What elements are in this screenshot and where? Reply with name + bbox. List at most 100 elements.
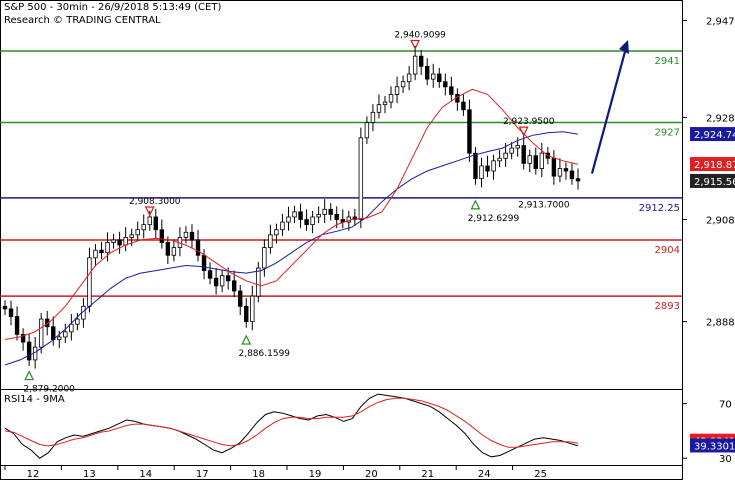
chart-header: S&P 500 - 30min - 26/9/2018 5:13:49 (CET… [4,1,221,27]
candle-body [256,267,261,297]
candle-body [2,305,8,310]
candle-body [575,178,581,182]
candle-body [189,231,195,241]
price-tag-ma-fast [690,157,735,172]
candle-body [503,152,508,159]
candle-body [69,323,74,333]
candle-body [388,94,394,103]
rsi-signal-line [4,397,579,448]
candle-body [467,109,472,154]
annotation-low-2: 2,886.1599 [238,349,290,359]
level-label-resistance-1: 2927 [655,128,680,139]
price-tag-label-ma-fast: 2,918.87 [694,160,735,171]
candle-body [280,221,285,231]
candle-body [563,168,569,172]
high-marker-high-1 [144,206,155,217]
x-tick-label: 14 [139,469,152,480]
candle-body [183,231,189,238]
candle-body [539,152,545,169]
rsi-tag-rsi-value [690,438,735,453]
candle-body [376,104,382,113]
candle-body [231,280,237,292]
candle-body [400,81,406,88]
candle-body [412,55,418,75]
candle-body [316,214,321,218]
rsi-title: RSI14 - 9MA [4,394,65,405]
candle-body [418,55,424,67]
annotation-low-3: 2,912.6299 [468,214,520,224]
candle-body [527,155,532,164]
chart-credit: Research © TRADING CENTRAL [4,15,161,26]
candle-body [195,239,201,256]
candle-body [171,247,177,256]
candle-body [51,326,56,340]
candle-body [551,157,557,177]
candle-body [449,86,454,95]
candle-body [358,137,364,220]
candle-body [63,331,68,338]
y-tick-label: 2,888 [706,318,735,329]
low-marker-low-3 [470,199,481,210]
candle-body [328,208,333,215]
candle-body [310,216,315,226]
candle-body [57,336,62,340]
price-tag-ma-slow [690,127,735,142]
candle-body [147,216,152,226]
candle-body [38,318,44,348]
candle-body [382,101,388,106]
candle-body [219,275,225,287]
projection-arrow-line [590,47,628,174]
candle-body [165,242,171,256]
ma-slow-line [4,131,579,366]
candle-body [159,229,165,243]
candle-body [437,73,442,83]
x-tick-label: 24 [478,469,491,480]
x-tick-label: 21 [421,469,434,480]
candle-body [322,208,327,215]
candle-body [250,295,255,323]
candle-body [491,160,496,172]
chart-title: S&P 500 - 30min - 26/9/2018 5:13:49 (CET… [4,2,222,13]
x-tick-label: 12 [27,469,40,480]
candle-body [557,168,563,177]
candle-body [8,308,14,317]
projection-arrow-head [619,39,629,54]
candle-body [394,86,400,95]
annotation-high-1: 2,908.3000 [129,197,181,207]
candle-body [262,247,267,269]
candle-body [141,224,146,231]
candle-body [14,316,20,335]
candle-body [87,257,92,307]
candle-body [479,165,484,180]
level-label-support-1: 2904 [655,245,680,256]
candle-body [20,333,26,343]
candle-body [334,214,339,220]
candle-body [99,249,104,254]
candle-body [123,236,128,246]
x-tick-label: 25 [534,469,547,480]
ma-fast-line [4,88,579,340]
y-tick-label: 2,908 [706,216,735,227]
candle-body [521,145,526,164]
candle-body [26,341,32,361]
x-tick-label: 18 [252,469,265,480]
candle-body [274,229,279,236]
candle-body [111,239,116,243]
candle-body [213,277,219,287]
candle-body [286,216,291,223]
low-marker-low-2 [241,334,252,345]
x-tick-label: 13 [83,469,96,480]
annotation-low-4: 2,913.7000 [518,200,570,210]
rsi-tag-label-rsi-value: 39.3301 [694,441,735,452]
price-tag-label-ma-slow: 2,924.74 [694,130,735,141]
candle-body [497,157,502,162]
low-marker-low-1 [24,370,35,381]
candle-body [569,170,575,180]
x-tick-label: 19 [309,469,322,480]
candle-body [425,65,430,80]
level-label-support-2: 2893 [655,301,680,312]
candle-body [443,81,448,88]
candle-body [515,145,520,149]
candle-body [461,101,466,111]
